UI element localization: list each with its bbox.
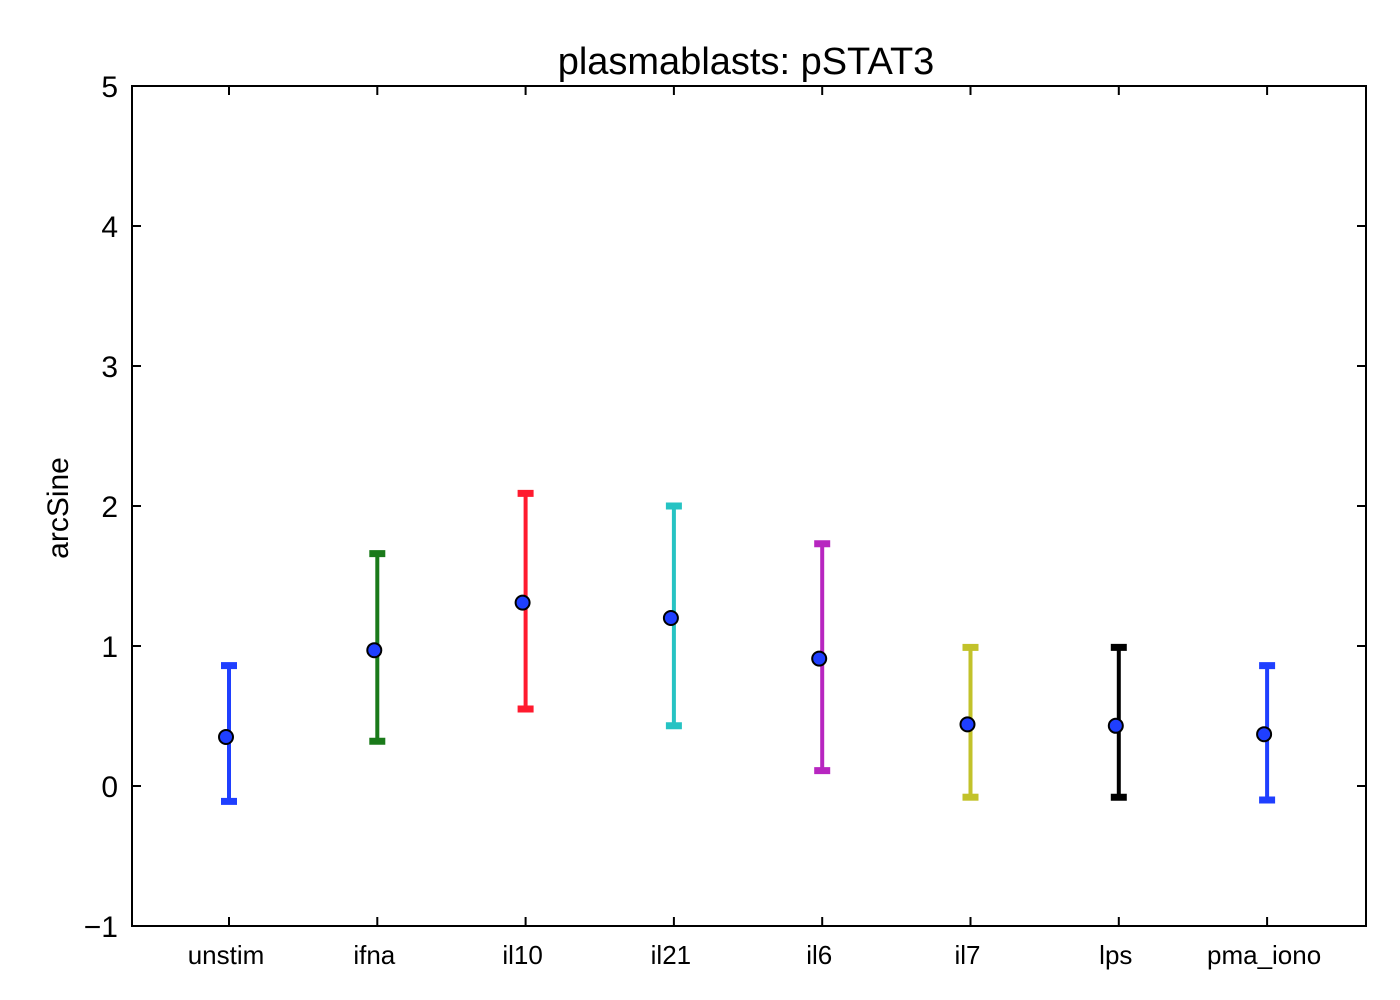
mean-point-lps	[1107, 717, 1124, 734]
mean-point-ifna	[366, 642, 383, 659]
mean-point-il6	[811, 650, 828, 667]
mean-point-il7	[959, 716, 976, 733]
tick-labels: −1 0 1 2 3 4 5 unstim ifna il10 il21 il6 il7 lps pma_i…	[84, 71, 1321, 970]
y-axis-label: arcSine	[42, 457, 75, 559]
y-tick-label: 1	[101, 631, 118, 664]
mean-point-pma-iono	[1256, 726, 1273, 743]
markers	[218, 594, 1273, 745]
x-tick-label: il6	[806, 940, 832, 970]
ticks	[132, 85, 1366, 927]
y-tick-label: 0	[101, 771, 118, 804]
x-tick-label: il10	[502, 940, 542, 970]
y-tick-label: 4	[101, 211, 118, 244]
x-tick-label: il21	[651, 940, 691, 970]
x-tick-label: il7	[954, 940, 980, 970]
chart-title: plasmablasts: pSTAT3	[558, 41, 935, 83]
x-tick-label: unstim	[188, 940, 265, 970]
mean-point-unstim	[218, 729, 234, 745]
y-tick-label: −1	[84, 911, 118, 944]
x-tick-label: pma_iono	[1207, 940, 1321, 970]
mean-point-il21	[662, 610, 679, 626]
x-tick-label: ifna	[353, 940, 395, 970]
y-tick-label: 5	[101, 71, 118, 104]
x-tick-label: lps	[1099, 940, 1132, 970]
mean-point-il10	[514, 594, 531, 611]
plot-frame	[131, 85, 1367, 927]
y-tick-label: 2	[101, 491, 118, 524]
y-tick-label: 3	[101, 351, 118, 384]
